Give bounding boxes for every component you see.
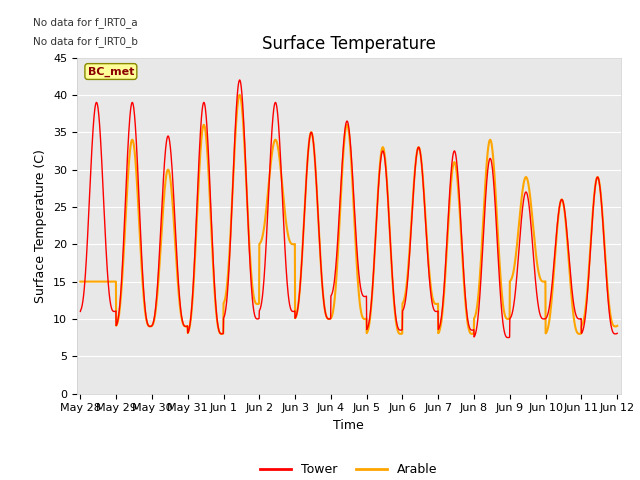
X-axis label: Time: Time bbox=[333, 419, 364, 432]
Text: BC_met: BC_met bbox=[88, 66, 134, 77]
Y-axis label: Surface Temperature (C): Surface Temperature (C) bbox=[35, 149, 47, 302]
Legend: Tower, Arable: Tower, Arable bbox=[255, 458, 443, 480]
Text: No data for f_IRT0_b: No data for f_IRT0_b bbox=[33, 36, 138, 47]
Title: Surface Temperature: Surface Temperature bbox=[262, 35, 436, 53]
Text: No data for f_IRT0_a: No data for f_IRT0_a bbox=[33, 17, 138, 28]
